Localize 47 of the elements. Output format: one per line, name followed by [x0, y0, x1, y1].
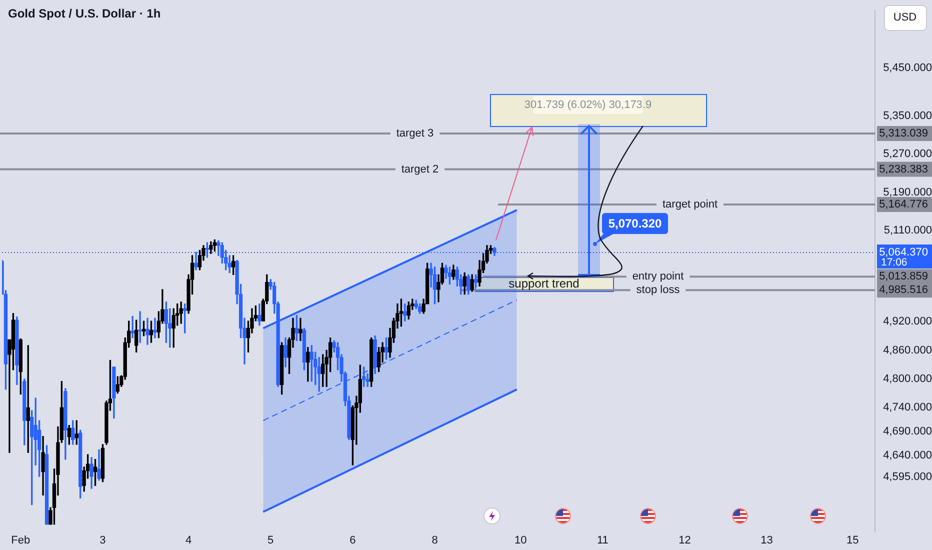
x-tick-label: 8	[432, 534, 438, 547]
candlestick	[403, 304, 407, 322]
annotation: 5,070.320	[608, 216, 662, 230]
annotation: support trend	[508, 276, 580, 290]
y-tick-label: 5,350.000	[883, 110, 932, 122]
ref-line-label: entry point	[632, 270, 684, 283]
candlestick	[130, 316, 134, 338]
y-tick-label: 5,450.000	[883, 62, 932, 74]
candlestick	[153, 318, 157, 338]
y-tick-label: 4,920.000	[883, 316, 932, 328]
text: 5,064.370	[879, 246, 928, 258]
y-tick-label: 4,690.000	[883, 426, 932, 438]
text: 5,013.859	[879, 270, 928, 283]
text: 5,313.039	[879, 128, 928, 140]
text: 5,164.776	[879, 198, 928, 210]
y-tick-label: 4,800.000	[883, 372, 932, 385]
y-tick-label: 4,595.000	[883, 471, 932, 484]
x-tick-label: Feb	[11, 534, 30, 547]
text: 4,985.516	[879, 284, 928, 296]
y-tick-label: 4,860.000	[883, 344, 932, 356]
candlestick	[179, 302, 183, 324]
y-tick-label: 4,740.000	[883, 402, 932, 414]
x-tick-label: 10	[514, 534, 527, 547]
annotation: 301.739 (6.02%) 30,173.9	[524, 99, 652, 112]
y-tick-label: 4,640.000	[883, 449, 932, 462]
ref-line-label: target 2	[401, 163, 439, 176]
y-tick-label: 5,110.000	[884, 224, 932, 237]
x-tick-label: 12	[678, 534, 691, 547]
text: USD	[893, 12, 917, 24]
candlestick	[146, 318, 150, 345]
x-tick-label: 13	[760, 534, 773, 547]
x-tick-label: 6	[350, 534, 356, 547]
text: 17:06	[881, 256, 908, 268]
x-tick-label: 3	[100, 534, 106, 547]
ref-line-label: target point	[662, 198, 718, 210]
candlestick	[138, 311, 142, 343]
y-tick-label: 5,190.000	[883, 186, 932, 198]
x-tick-label: 4	[185, 534, 192, 547]
ref-line-label: target 3	[396, 128, 434, 140]
chart-title: Gold Spot / U.S. Dollar · 1h	[8, 6, 161, 20]
candlestick	[298, 318, 302, 341]
ref-line-label: stop loss	[636, 284, 680, 296]
x-tick-label: 11	[596, 534, 608, 547]
x-tick-label: 15	[846, 534, 859, 547]
y-tick-label: 5,270.000	[883, 148, 932, 160]
x-tick-label: 5	[268, 534, 274, 547]
text: 5,238.383	[879, 163, 928, 176]
